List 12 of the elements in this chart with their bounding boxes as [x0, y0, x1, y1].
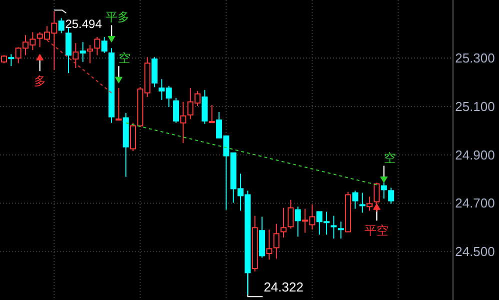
series-label: 多 — [34, 74, 46, 88]
series-label: 空 — [118, 51, 131, 66]
series-label: 平多 — [106, 10, 130, 24]
text: 空 — [384, 150, 396, 165]
y-tick-label: 25.300 — [455, 50, 495, 66]
series-label: 平空 — [364, 224, 389, 238]
annotation: 24.322 — [264, 280, 304, 295]
y-tick-label: 25.100 — [455, 98, 495, 114]
y-tick-label: 24.500 — [455, 244, 495, 260]
y-tick-label: 24.700 — [455, 196, 495, 211]
annotation: 25.494 — [65, 17, 102, 32]
y-tick-label: 24.900 — [455, 147, 495, 162]
